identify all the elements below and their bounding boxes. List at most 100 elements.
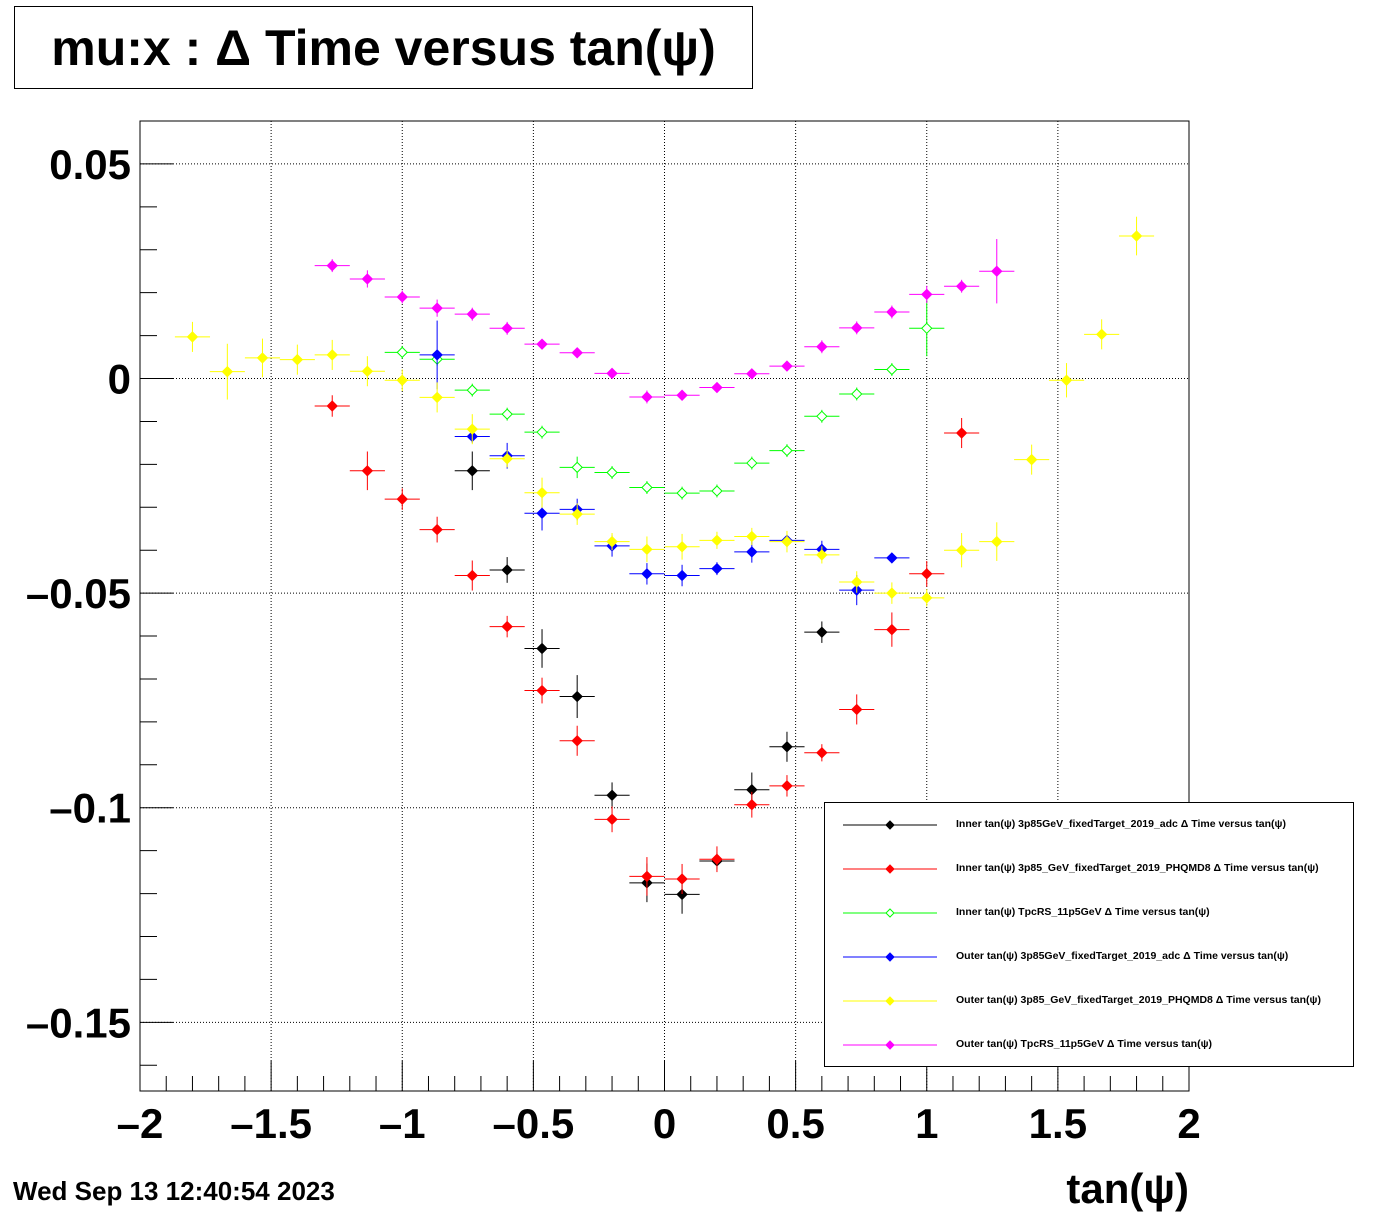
y-tick-label: –0.15 <box>26 999 131 1046</box>
data-point <box>361 365 374 377</box>
data-point <box>886 552 898 564</box>
data-point <box>851 322 863 334</box>
legend-label: Inner tan(ψ) TpcRS_11p5GeV Δ Time versus… <box>956 906 1210 918</box>
data-point <box>501 453 513 465</box>
data-point <box>571 690 583 703</box>
data-point <box>746 799 758 811</box>
data-point <box>466 569 478 582</box>
y-tick-label: 0.05 <box>49 141 131 188</box>
data-point <box>1025 453 1038 466</box>
data-point <box>886 623 898 636</box>
chart-title: mu:x : Δ Time versus tan(ψ) <box>51 19 716 76</box>
data-point <box>606 813 618 826</box>
data-point <box>676 873 688 885</box>
data-point <box>746 530 758 543</box>
data-point <box>676 487 688 499</box>
data-point <box>711 381 723 394</box>
x-axis-label: tan(ψ) <box>1066 1165 1189 1212</box>
data-point <box>606 367 618 380</box>
x-tick-label: –1 <box>379 1100 426 1147</box>
data-point <box>816 549 828 561</box>
data-point <box>291 353 304 366</box>
data-point <box>816 626 828 638</box>
data-point <box>921 288 933 301</box>
data-point <box>676 541 688 553</box>
x-tick-label: –2 <box>117 1100 164 1147</box>
x-tick-label: 0 <box>653 1100 676 1147</box>
data-point <box>851 388 863 400</box>
legend-entry: Outer tan(ψ) 3p85GeV_fixedTarget_2019_ad… <box>825 946 1353 968</box>
data-point <box>955 544 968 556</box>
data-point <box>955 427 968 439</box>
legend-label: Inner tan(ψ) 3p85GeV_fixedTarget_2019_ad… <box>956 818 1286 830</box>
data-point <box>781 444 793 457</box>
data-point <box>886 363 898 376</box>
y-tick-label: –0.1 <box>49 785 131 832</box>
x-tick-label: 1.5 <box>1029 1100 1087 1147</box>
legend-label: Inner tan(ψ) 3p85_GeV_fixedTarget_2019_P… <box>956 862 1319 874</box>
title-box: mu:x : Δ Time versus tan(ψ) <box>14 6 753 89</box>
x-tick-label: 0.5 <box>766 1100 824 1147</box>
data-point <box>396 374 408 386</box>
data-point <box>361 273 374 285</box>
data-point <box>641 543 653 556</box>
data-point <box>256 352 269 364</box>
data-point <box>466 423 478 435</box>
legend-entry: Outer tan(ψ) 3p85_GeV_fixedTarget_2019_P… <box>825 990 1353 1012</box>
data-point <box>746 546 758 558</box>
y-tick-label: –0.05 <box>26 570 131 617</box>
data-point <box>921 322 933 335</box>
y-tick-label: 0 <box>108 356 131 403</box>
data-point <box>711 534 723 547</box>
data-point <box>781 741 793 753</box>
legend-label: Outer tan(ψ) 3p85_GeV_fixedTarget_2019_P… <box>956 994 1321 1006</box>
data-point <box>851 576 863 588</box>
data-point <box>466 308 478 320</box>
data-point <box>781 535 793 548</box>
data-point <box>571 347 583 359</box>
data-point <box>886 587 898 599</box>
data-point <box>221 365 234 378</box>
data-point <box>571 461 583 474</box>
data-point <box>676 569 688 582</box>
legend-entry: Inner tan(ψ) 3p85GeV_fixedTarget_2019_ad… <box>825 814 1353 836</box>
data-point <box>921 568 933 580</box>
data-point <box>396 346 408 359</box>
data-point <box>746 368 758 380</box>
data-point <box>396 493 408 505</box>
data-point <box>1060 374 1073 386</box>
data-point <box>431 302 443 314</box>
x-tick-label: 2 <box>1177 1100 1200 1147</box>
data-point <box>955 280 968 292</box>
data-point <box>501 564 513 576</box>
data-point <box>326 259 338 272</box>
data-point <box>816 410 828 422</box>
data-point <box>676 389 688 401</box>
data-point <box>816 341 828 353</box>
data-point <box>466 465 478 477</box>
data-point <box>536 642 548 655</box>
data-point <box>711 853 723 865</box>
data-point <box>431 523 443 536</box>
data-point <box>501 322 513 335</box>
legend-marker-icon <box>843 952 937 962</box>
legend-marker-icon <box>843 864 937 874</box>
data-point <box>991 265 1003 277</box>
data-point <box>921 592 933 604</box>
data-point <box>431 391 443 404</box>
data-point <box>781 780 793 792</box>
legend-entry: Inner tan(ψ) TpcRS_11p5GeV Δ Time versus… <box>825 902 1353 924</box>
data-point <box>396 291 408 303</box>
data-point <box>851 703 863 716</box>
legend-marker-icon <box>843 996 937 1006</box>
data-point <box>536 507 548 519</box>
legend-marker-icon <box>843 908 937 918</box>
legend-entry: Inner tan(ψ) 3p85_GeV_fixedTarget_2019_P… <box>825 858 1353 880</box>
data-point <box>606 535 618 548</box>
x-tick-label: –0.5 <box>493 1100 575 1147</box>
data-point <box>746 457 758 469</box>
x-tick-label: 1 <box>915 1100 938 1147</box>
data-point <box>326 349 338 361</box>
data-point <box>816 747 828 759</box>
